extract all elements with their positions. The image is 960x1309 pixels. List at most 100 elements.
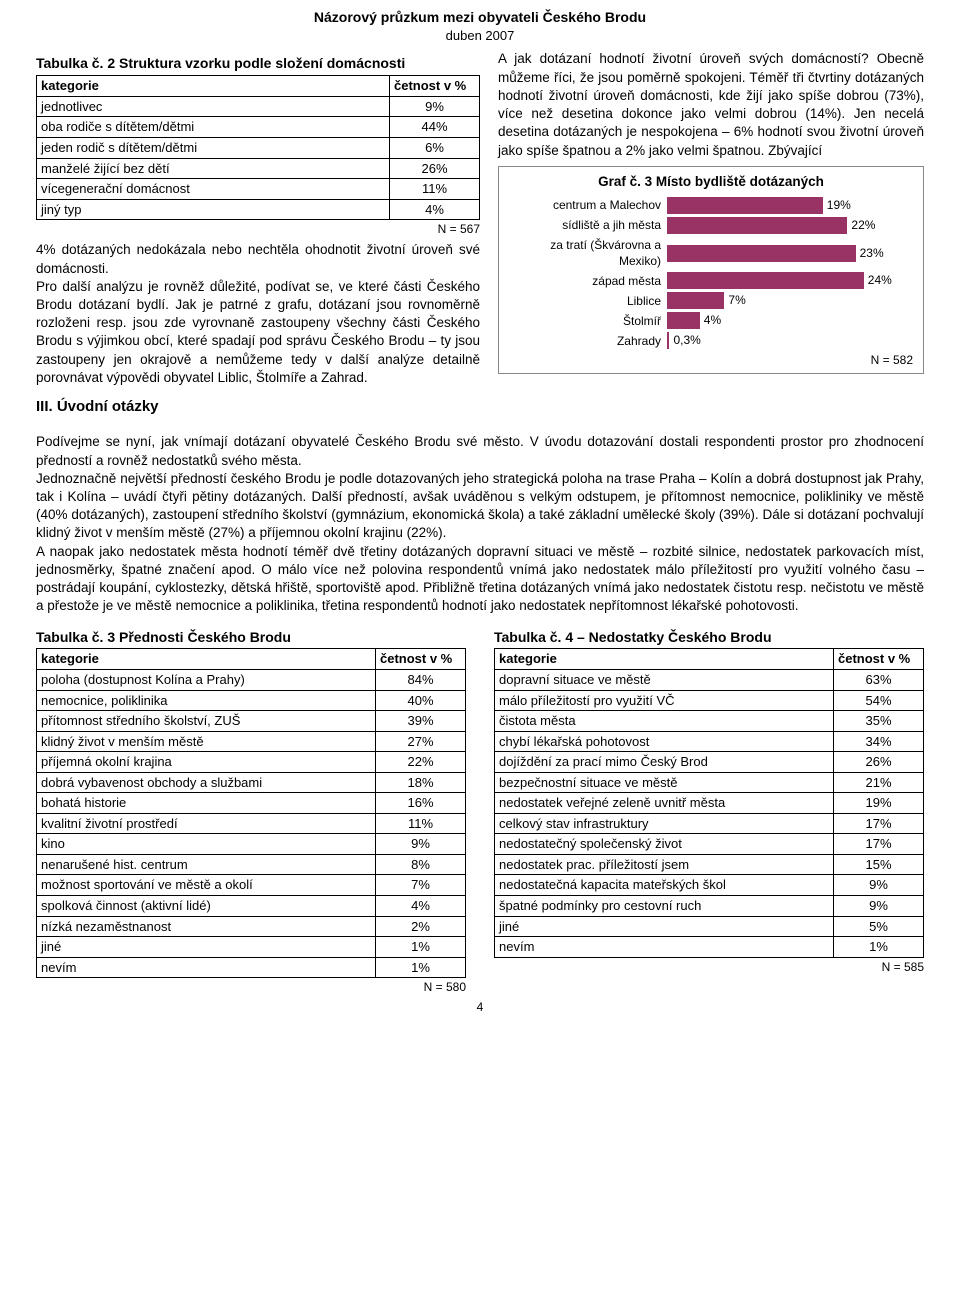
table-cell: 17% <box>834 813 924 834</box>
table-cell: kvalitní životní prostředí <box>37 813 376 834</box>
chart-bar-row: západ města 24% <box>509 272 913 289</box>
table-row: špatné podmínky pro cestovní ruch9% <box>495 895 924 916</box>
table-row: chybí lékařská pohotovost34% <box>495 731 924 752</box>
chart-bar-track: 19% <box>667 197 913 214</box>
chart3-title: Graf č. 3 Místo bydliště dotázaných <box>509 173 913 191</box>
table-cell: 1% <box>376 957 466 978</box>
chart-bar-track: 22% <box>667 217 913 234</box>
chart-bar-label: za tratí (Škvárovna a Mexiko) <box>509 237 667 269</box>
table-row: klidný život v menším městě27% <box>37 731 466 752</box>
table-cell: poloha (dostupnost Kolína a Prahy) <box>37 669 376 690</box>
table-row: kino9% <box>37 834 466 855</box>
table-row: bohatá historie16% <box>37 793 466 814</box>
table-row: kvalitní životní prostředí11% <box>37 813 466 834</box>
table-row: oba rodiče s dítětem/dětmi44% <box>37 117 480 138</box>
chart-bar-value: 19% <box>823 197 851 214</box>
page-header-subtitle: duben 2007 <box>36 27 924 45</box>
table-cell: kino <box>37 834 376 855</box>
table-cell: 11% <box>390 179 480 200</box>
table-row: příjemná okolní krajina22% <box>37 752 466 773</box>
chart-bar-value: 24% <box>864 272 892 289</box>
table-cell: 8% <box>376 854 466 875</box>
chart-bar-track: 23% <box>667 245 913 262</box>
table-cell: dopravní situace ve městě <box>495 669 834 690</box>
table3: kategorie četnost v % poloha (dostupnost… <box>36 648 466 978</box>
table-row: nemocnice, poliklinika40% <box>37 690 466 711</box>
table-cell: 54% <box>834 690 924 711</box>
table3-title: Tabulka č. 3 Přednosti Českého Brodu <box>36 628 466 647</box>
table4-col1: kategorie <box>495 649 834 670</box>
table-cell: 84% <box>376 669 466 690</box>
table-cell: 1% <box>376 937 466 958</box>
table-cell: 26% <box>390 158 480 179</box>
mid-paragraph: Podívejme se nyní, jak vnímají dotázaní … <box>36 433 924 615</box>
table-row: manželé žijící bez dětí26% <box>37 158 480 179</box>
table-cell: 44% <box>390 117 480 138</box>
chart-bar-fill <box>667 292 724 309</box>
table-row: poloha (dostupnost Kolína a Prahy)84% <box>37 669 466 690</box>
table-cell: 15% <box>834 854 924 875</box>
table-cell: bezpečnostní situace ve městě <box>495 772 834 793</box>
table-row: nevím1% <box>37 957 466 978</box>
table-row: málo příležitostí pro využití VČ54% <box>495 690 924 711</box>
table-cell: čistota města <box>495 711 834 732</box>
chart-bar-row: za tratí (Škvárovna a Mexiko)23% <box>509 237 913 269</box>
left-paragraph: 4% dotázaných nedokázala nebo nechtěla o… <box>36 241 480 387</box>
table-cell: celkový stav infrastruktury <box>495 813 834 834</box>
table-cell: 16% <box>376 793 466 814</box>
table-cell: oba rodiče s dítětem/dětmi <box>37 117 390 138</box>
chart-bar-track: 4% <box>667 312 913 329</box>
table-cell: možnost sportování ve městě a okolí <box>37 875 376 896</box>
table-row: jednotlivec9% <box>37 96 480 117</box>
table-cell: 4% <box>376 895 466 916</box>
table2-note: N = 567 <box>36 221 480 237</box>
chart-bar-row: centrum a Malechov19% <box>509 197 913 214</box>
table-cell: 5% <box>834 916 924 937</box>
table-row: možnost sportování ve městě a okolí7% <box>37 875 466 896</box>
table3-note: N = 580 <box>36 979 466 995</box>
table-cell: dojíždění za prací mimo Český Brod <box>495 752 834 773</box>
table-cell: jiný typ <box>37 199 390 220</box>
table-row: nízká nezaměstnanost2% <box>37 916 466 937</box>
chart3: Graf č. 3 Místo bydliště dotázaných cent… <box>498 166 924 374</box>
chart-bar-label: západ města <box>509 273 667 289</box>
table-row: jeden rodič s dítětem/dětmi6% <box>37 137 480 158</box>
chart-bar-fill <box>667 272 864 289</box>
table3-col1: kategorie <box>37 649 376 670</box>
table4: kategorie četnost v % dopravní situace v… <box>494 648 924 957</box>
table2-title: Tabulka č. 2 Struktura vzorku podle slož… <box>36 54 480 73</box>
table-cell: málo příležitostí pro využití VČ <box>495 690 834 711</box>
table-cell: nemocnice, poliklinika <box>37 690 376 711</box>
section3-heading: III. Úvodní otázky <box>36 397 480 417</box>
chart-bar-value: 7% <box>724 292 745 309</box>
table-cell: jiné <box>495 916 834 937</box>
table-cell: 9% <box>834 895 924 916</box>
chart-bar-track: 24% <box>667 272 913 289</box>
table-cell: nedostatečná kapacita mateřských škol <box>495 875 834 896</box>
chart-bar-value: 4% <box>700 312 721 329</box>
table-cell: 1% <box>834 937 924 958</box>
table-cell: 21% <box>834 772 924 793</box>
table2-col2: četnost v % <box>390 76 480 97</box>
chart-bar-label: sídliště a jih města <box>509 217 667 233</box>
table-cell: jeden rodič s dítětem/dětmi <box>37 137 390 158</box>
table-cell: nevím <box>495 937 834 958</box>
chart-bar-fill <box>667 197 823 214</box>
table-cell: přítomnost středního školství, ZUŠ <box>37 711 376 732</box>
table-cell: 17% <box>834 834 924 855</box>
chart-bar-fill <box>667 245 856 262</box>
table-cell: nedostatečný společenský život <box>495 834 834 855</box>
table4-col2: četnost v % <box>834 649 924 670</box>
chart-bar-fill <box>667 312 700 329</box>
table-cell: 2% <box>376 916 466 937</box>
page-header-title: Názorový průzkum mezi obyvateli Českého … <box>36 8 924 27</box>
table-cell: nízká nezaměstnanost <box>37 916 376 937</box>
chart-bar-row: Štolmíř4% <box>509 312 913 329</box>
table-cell: špatné podmínky pro cestovní ruch <box>495 895 834 916</box>
table-row: nenarušené hist. centrum8% <box>37 854 466 875</box>
chart-bar-row: Liblice7% <box>509 292 913 309</box>
table-cell: 18% <box>376 772 466 793</box>
table3-col2: četnost v % <box>376 649 466 670</box>
table-row: čistota města35% <box>495 711 924 732</box>
table-row: jiné5% <box>495 916 924 937</box>
